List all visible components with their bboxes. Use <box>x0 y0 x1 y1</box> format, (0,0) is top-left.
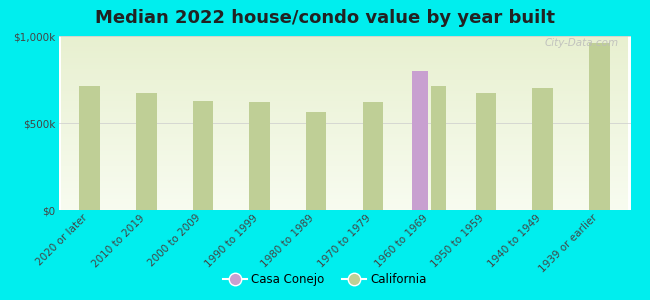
Text: City-Data.com: City-Data.com <box>545 38 619 48</box>
Bar <box>306 112 326 210</box>
Bar <box>192 101 213 210</box>
Bar <box>136 93 157 210</box>
Bar <box>249 102 270 210</box>
Bar <box>532 88 553 210</box>
Bar <box>430 86 447 210</box>
Bar <box>476 93 497 210</box>
Text: Median 2022 house/condo value by year built: Median 2022 house/condo value by year bu… <box>95 9 555 27</box>
Bar <box>79 86 100 210</box>
Bar <box>589 43 610 210</box>
Bar <box>363 102 383 210</box>
Bar <box>413 71 428 210</box>
Legend: Casa Conejo, California: Casa Conejo, California <box>218 269 432 291</box>
